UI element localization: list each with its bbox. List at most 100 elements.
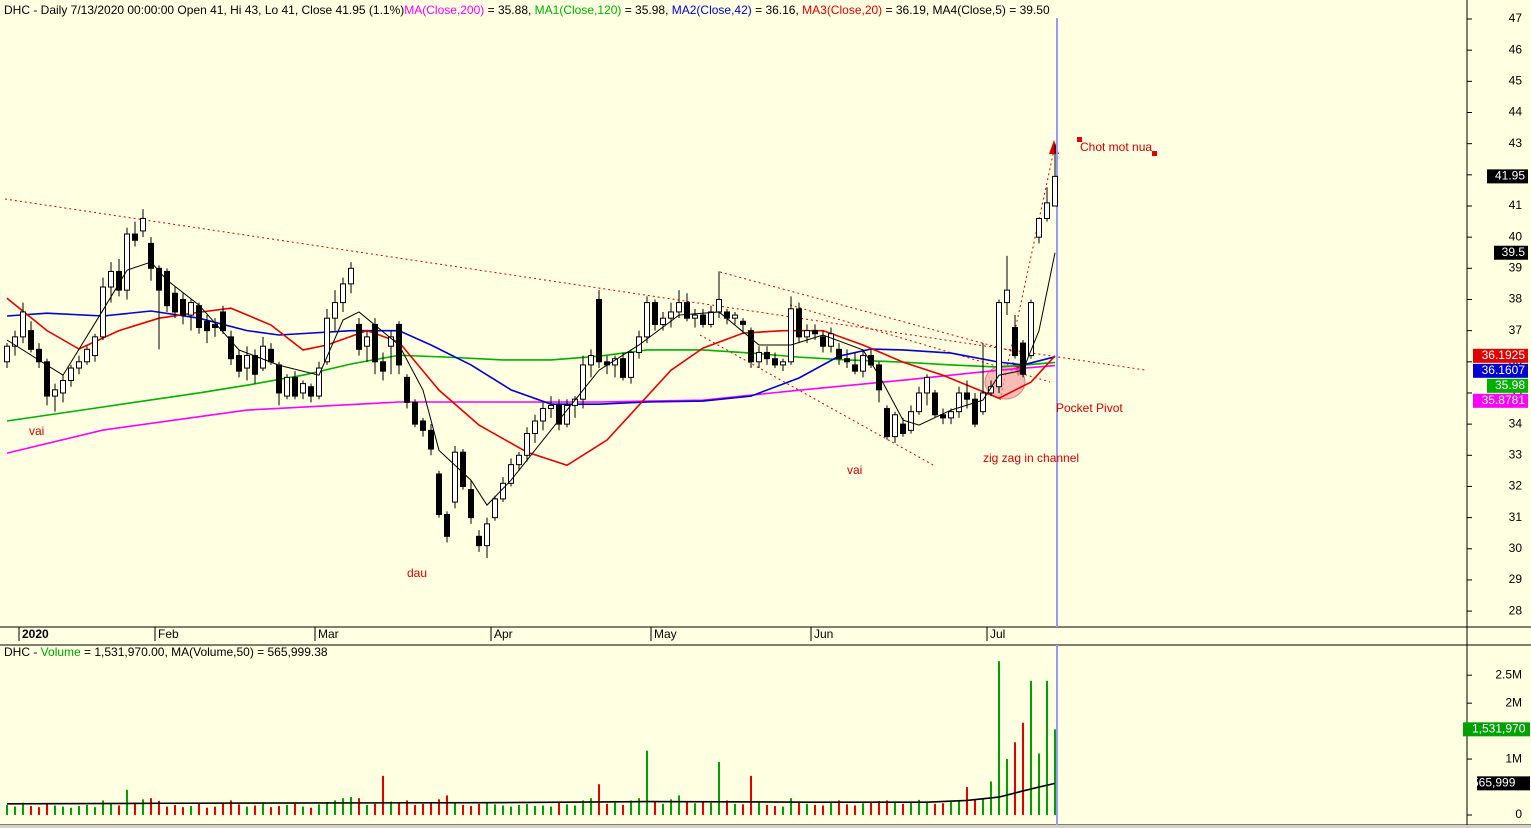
legend-value: = 39.50: [1006, 3, 1050, 17]
candle-body: [284, 376, 290, 397]
volume-bar: [150, 798, 152, 815]
volume-bar: [518, 804, 520, 815]
volume-bar: [6, 804, 8, 815]
candle-body: [924, 376, 930, 394]
volume-bar: [814, 804, 816, 815]
volume-bar: [38, 807, 40, 815]
candle-body: [108, 270, 114, 288]
candle-body: [700, 314, 706, 325]
volume-bar: [446, 795, 448, 815]
y-tick-label: 30: [1509, 541, 1523, 555]
candle-body: [740, 320, 746, 325]
volume-bar: [86, 804, 88, 815]
ma-line: [6, 364, 1056, 454]
volume-bar: [222, 802, 224, 815]
volume-bar: [1046, 680, 1048, 815]
annotation: vai: [29, 424, 44, 438]
volume-bar: [510, 806, 512, 815]
y-tick-label: 40: [1509, 229, 1523, 243]
volume-bar: [118, 805, 120, 815]
candle-body: [1020, 342, 1026, 375]
volume-bar: [902, 803, 904, 815]
y-tick-label: 45: [1509, 74, 1523, 88]
volume-bar: [158, 801, 160, 815]
candle-body: [12, 336, 18, 347]
volume-bar: [70, 807, 72, 815]
candle-body: [388, 336, 394, 347]
x-tick-label: Jul: [990, 627, 1005, 641]
volume-bar: [502, 805, 504, 815]
candle-body: [692, 314, 698, 319]
volume-bar: [758, 802, 760, 815]
candle-body: [76, 361, 82, 369]
candle-body: [708, 311, 714, 325]
candle-body: [164, 270, 170, 307]
volume-bar: [478, 803, 480, 815]
candle-body: [492, 498, 498, 519]
ma-line: [6, 349, 1056, 422]
candle-body: [756, 351, 762, 363]
volume-bar: [942, 803, 944, 815]
candle-body: [404, 376, 410, 403]
candle-body: [532, 420, 538, 434]
value-box: [1477, 776, 1530, 791]
candle-body: [228, 336, 234, 360]
volume-bar: [622, 804, 624, 815]
volume-bar: [342, 798, 344, 815]
candle-body: [500, 482, 506, 500]
y-tick-label: 2M: [1505, 695, 1522, 709]
candle-body: [132, 233, 138, 241]
ma-line: [6, 252, 1056, 506]
candle-body: [348, 267, 354, 285]
volume-bar: [838, 800, 840, 815]
volume-bar: [494, 804, 496, 815]
header-segment: = 1,531,970.00, MA(Volume,50) = 565,999.…: [81, 645, 328, 659]
volume-bar: [62, 806, 64, 815]
volume-bar: [670, 799, 672, 815]
volume-bar: [14, 806, 16, 815]
value-box: [1487, 169, 1528, 184]
candle-body: [860, 355, 866, 372]
candle-body: [484, 523, 490, 547]
candle-body: [244, 355, 250, 369]
volume-bar: [654, 801, 656, 815]
candle-body: [92, 336, 98, 357]
candle-body: [996, 302, 1002, 388]
volume-bar: [646, 750, 648, 815]
panel-header: DHC - Volume = 1,531,970.00, MA(Volume,5…: [4, 645, 328, 659]
legend-value: = 35.88,: [484, 3, 534, 17]
candle-body: [788, 308, 794, 363]
volume-bar: [614, 802, 616, 815]
volume-bar: [198, 803, 200, 815]
trendline: [719, 271, 1031, 357]
volume-bar: [926, 802, 928, 815]
y-tick-label: 41: [1509, 198, 1523, 212]
candle-body: [596, 298, 602, 363]
volume-bar: [1022, 722, 1024, 815]
candle-body: [564, 404, 570, 425]
volume-bar: [630, 800, 632, 815]
trendline: [4, 198, 1146, 371]
annotation: dau: [407, 566, 427, 580]
candle-body: [852, 364, 858, 372]
x-tick-label: 2020: [22, 627, 49, 641]
y-tick-label: 29: [1509, 572, 1523, 586]
legend-name: MA4(Close,5): [933, 3, 1006, 17]
candle-body: [956, 392, 962, 413]
value-box-label: 565,999: [1472, 776, 1516, 790]
candle-body: [516, 454, 522, 466]
volume-bar: [462, 804, 464, 815]
volume-bar: [278, 806, 280, 815]
value-box: [1473, 393, 1528, 408]
candle-body: [908, 411, 914, 431]
candle-body: [340, 283, 346, 304]
volume-bar: [430, 802, 432, 815]
y-tick-label: 33: [1509, 447, 1523, 461]
legend-name: MA1(Close,120): [535, 3, 622, 17]
candle-body: [252, 355, 258, 375]
volume-bar: [582, 800, 584, 815]
volume-bar: [782, 806, 784, 815]
candle-body: [572, 398, 578, 406]
candle-body: [428, 429, 434, 450]
